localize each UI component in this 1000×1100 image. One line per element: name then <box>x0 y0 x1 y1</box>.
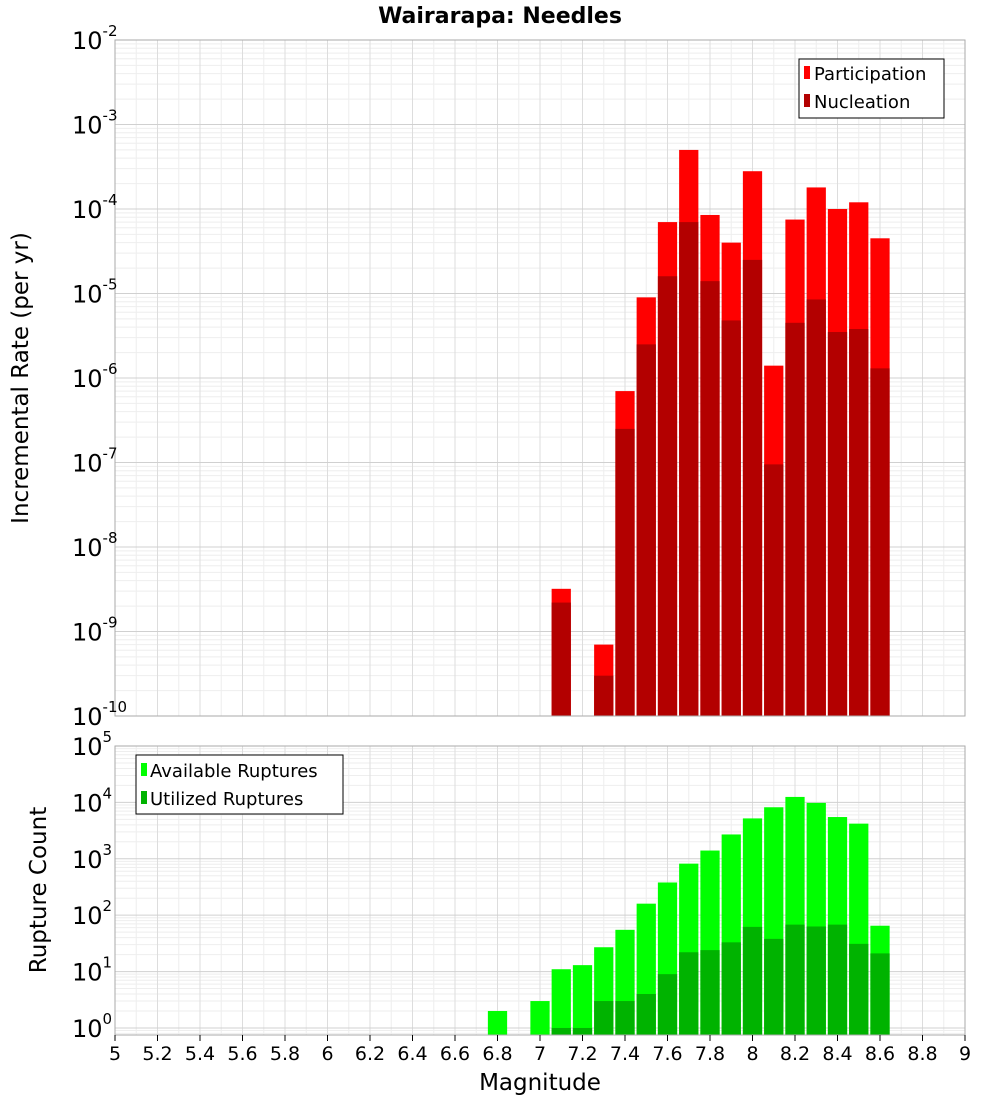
bar-front <box>742 926 763 1035</box>
bar-front <box>806 299 826 716</box>
x-tick-label: 6.4 <box>397 1043 427 1065</box>
bar-front <box>615 1001 635 1035</box>
bottom-y-axis-label: Rupture Count <box>26 807 52 973</box>
x-tick-label: 6.6 <box>440 1043 470 1065</box>
y-tick-label: 10-7 <box>72 445 118 478</box>
bar-front <box>764 464 784 716</box>
bar-back <box>551 969 571 1035</box>
bar-front <box>636 994 656 1035</box>
x-tick-label: 5.2 <box>142 1043 172 1065</box>
chart-title: Wairarapa: Needles <box>378 4 622 29</box>
bar-front <box>657 276 678 716</box>
bar-front <box>551 602 571 716</box>
bar-front <box>721 942 741 1035</box>
bar-front <box>679 222 699 716</box>
y-tick-label: 103 <box>72 841 112 874</box>
bar-front <box>700 950 720 1035</box>
y-tick-label: 10-10 <box>72 698 127 731</box>
bar-back <box>530 1001 550 1035</box>
x-tick-label: 7.6 <box>652 1043 682 1065</box>
bar-front <box>572 1027 593 1035</box>
top-y-axis-label: Incremental Rate (per yr) <box>8 232 34 524</box>
y-tick-label: 104 <box>72 784 112 817</box>
bar-front <box>742 259 763 716</box>
y-tick-label: 102 <box>72 897 112 930</box>
bottom-bars <box>487 796 890 1035</box>
x-tick-label: 9 <box>959 1043 971 1065</box>
bottom-panel: 100 101 102 103 104 105 5 5.2 5.4 5.6 5.8 6 6.2 6.4 6… <box>26 728 971 1096</box>
bar-front <box>700 281 720 716</box>
x-tick-label: 7.8 <box>695 1043 725 1065</box>
top-panel: 10-10 10-9 10-8 10-7 10-6 10-5 10-4 10-3 10-2 In… <box>8 22 966 731</box>
y-tick-label: 10-8 <box>72 529 118 562</box>
x-tick-label: 5.8 <box>270 1043 300 1065</box>
y-tick-label: 105 <box>72 728 112 761</box>
bar-front <box>657 974 678 1035</box>
legend-label-utilized: Utilized Ruptures <box>150 789 303 810</box>
x-tick-label: 7.4 <box>610 1043 640 1065</box>
bar-front <box>636 344 656 716</box>
bar-front <box>870 953 890 1035</box>
top-legend: Participation Nucleation <box>798 58 945 119</box>
x-tick-label: 7.2 <box>567 1043 597 1065</box>
bar-front <box>679 952 699 1035</box>
bar-front <box>615 428 635 716</box>
y-tick-label: 10-5 <box>72 276 118 309</box>
legend-label-participation: Participation <box>814 64 926 85</box>
x-axis-label: Magnitude <box>479 1070 601 1096</box>
x-tick-label: 8 <box>746 1043 758 1065</box>
top-legend-box <box>798 58 945 119</box>
bar-front <box>721 320 741 716</box>
x-tick-label: 6.2 <box>355 1043 385 1065</box>
bar-front <box>594 1001 614 1035</box>
top-bars <box>551 149 890 717</box>
y-tick-label: 10-2 <box>72 22 118 55</box>
legend-swatch-utilized <box>141 791 147 804</box>
legend-label-available: Available Ruptures <box>150 761 318 782</box>
bar-front <box>827 924 848 1035</box>
x-tick-label: 6 <box>321 1043 333 1065</box>
x-tick-label: 5.4 <box>185 1043 215 1065</box>
bar-front <box>849 943 869 1035</box>
y-tick-label: 10-9 <box>72 614 118 647</box>
legend-label-nucleation: Nucleation <box>814 92 910 113</box>
bar-front <box>785 924 805 1035</box>
y-tick-label: 10-4 <box>72 191 118 224</box>
y-tick-label: 10-6 <box>72 360 118 393</box>
bottom-legend-box <box>135 754 344 815</box>
bar-front <box>551 1027 571 1035</box>
bar-front <box>764 938 784 1035</box>
x-ticks: 5 5.2 5.4 5.6 5.8 6 6.2 6.4 6.6 6.8 7 7.2 7.4 7.6 7.8 8… <box>109 1035 971 1065</box>
x-tick-label: 5.6 <box>227 1043 257 1065</box>
legend-swatch-nucleation <box>804 94 810 107</box>
y-tick-label: 101 <box>72 954 112 987</box>
bar-back <box>487 1010 508 1035</box>
bar-back <box>572 965 593 1035</box>
y-tick-label: 100 <box>72 1010 112 1043</box>
y-tick-label: 10-3 <box>72 107 118 140</box>
bar-front <box>849 329 869 716</box>
x-tick-label: 8.4 <box>822 1043 852 1065</box>
x-tick-label: 8.2 <box>780 1043 810 1065</box>
bottom-y-ticks: 100 101 102 103 104 105 <box>72 728 112 1043</box>
legend-swatch-available <box>141 763 147 776</box>
x-tick-label: 5 <box>109 1043 121 1065</box>
bar-front <box>594 675 614 716</box>
x-tick-label: 8.6 <box>865 1043 895 1065</box>
bottom-legend: Available Ruptures Utilized Ruptures <box>135 754 344 815</box>
bar-front <box>827 332 848 716</box>
bar-front <box>806 926 826 1035</box>
top-y-ticks: 10-10 10-9 10-8 10-7 10-6 10-5 10-4 10-3 10-2 <box>72 22 127 731</box>
top-plot-border <box>114 39 966 717</box>
x-tick-label: 7 <box>534 1043 546 1065</box>
bar-front <box>785 322 805 716</box>
x-tick-label: 6.8 <box>482 1043 512 1065</box>
x-tick-label: 8.8 <box>907 1043 937 1065</box>
legend-swatch-participation <box>804 66 810 79</box>
bar-front <box>870 368 890 716</box>
